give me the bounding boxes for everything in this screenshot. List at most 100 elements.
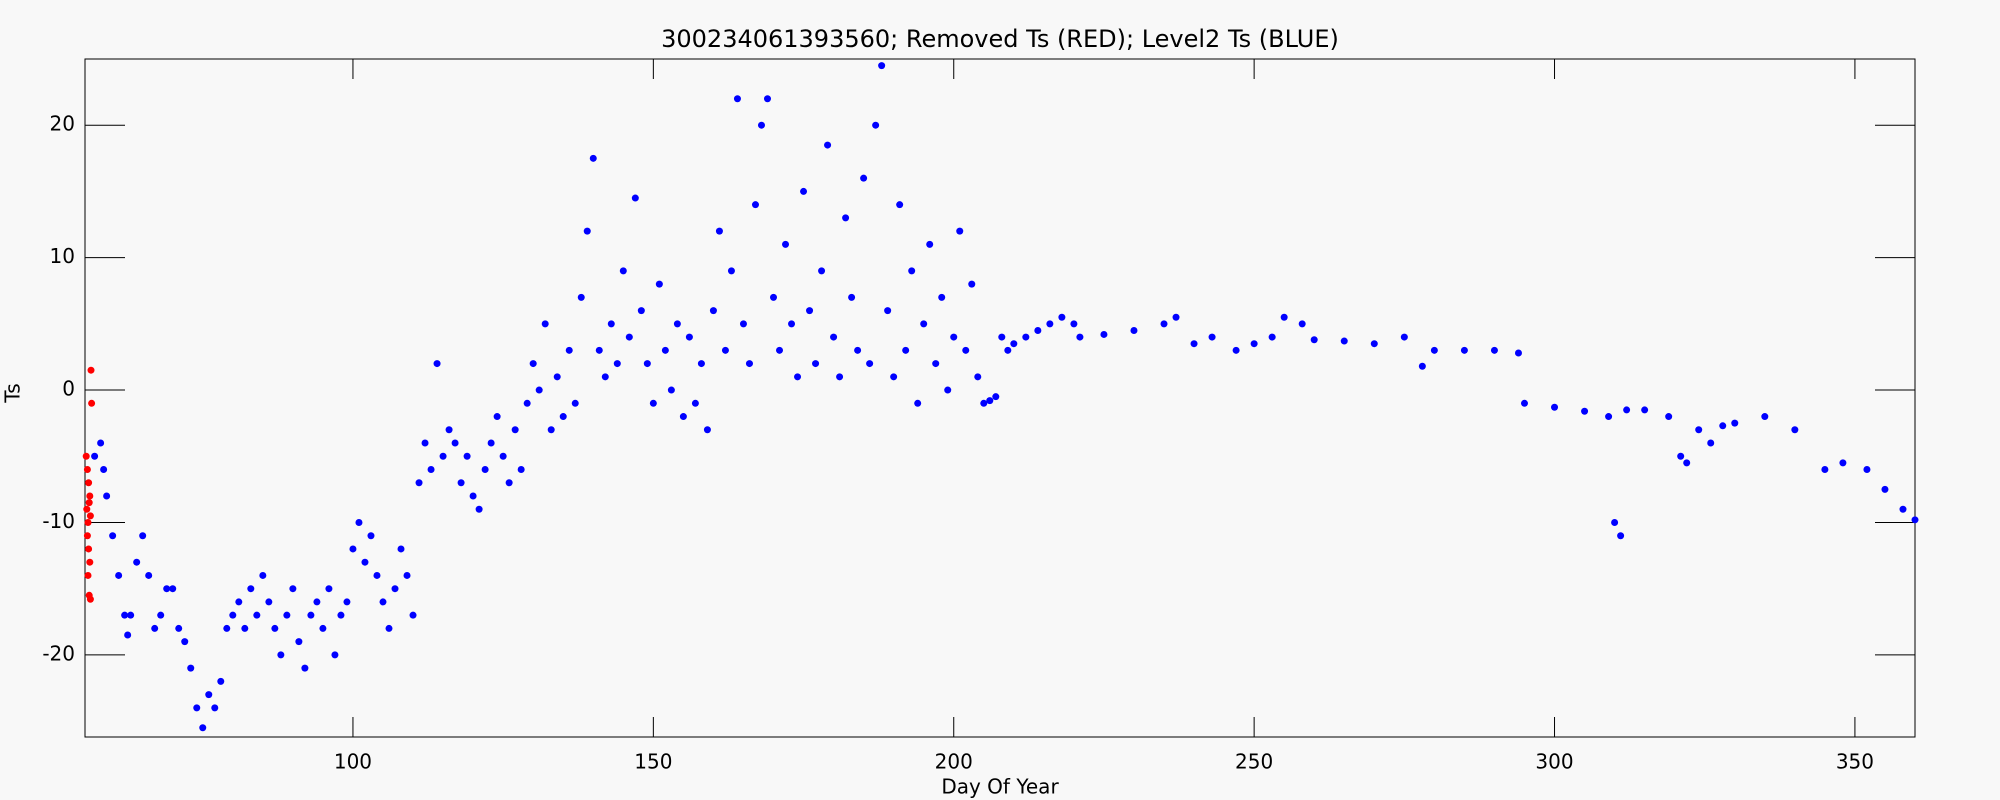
point xyxy=(409,611,417,619)
point xyxy=(655,280,663,288)
point xyxy=(97,439,105,447)
point xyxy=(643,360,651,368)
x-tick-label: 250 xyxy=(1235,750,1273,774)
point xyxy=(86,595,94,603)
point xyxy=(836,373,844,381)
point xyxy=(1268,333,1276,341)
point xyxy=(325,585,333,593)
point xyxy=(992,393,1000,401)
point xyxy=(415,479,423,487)
point xyxy=(896,201,904,209)
point xyxy=(571,399,579,407)
point xyxy=(613,360,621,368)
point xyxy=(1280,313,1288,321)
point xyxy=(637,307,645,315)
point xyxy=(980,399,988,407)
point xyxy=(313,598,321,606)
point xyxy=(193,704,201,712)
point xyxy=(782,240,790,248)
point xyxy=(121,611,129,619)
point xyxy=(607,320,615,328)
y-tick-label: -20 xyxy=(42,641,75,665)
point xyxy=(337,611,345,619)
point xyxy=(1160,320,1168,328)
point xyxy=(589,154,597,162)
point xyxy=(890,373,898,381)
point xyxy=(1100,330,1108,338)
point xyxy=(884,307,892,315)
point xyxy=(421,439,429,447)
point xyxy=(1791,426,1799,434)
x-tick-label: 300 xyxy=(1535,750,1573,774)
y-tick-label: 10 xyxy=(50,244,75,268)
point xyxy=(1298,320,1306,328)
point xyxy=(854,346,862,354)
point xyxy=(355,518,363,526)
point xyxy=(83,532,91,540)
point xyxy=(1172,313,1180,321)
x-tick-label: 150 xyxy=(634,750,672,774)
point xyxy=(745,360,753,368)
point xyxy=(301,664,309,672)
point xyxy=(133,558,141,566)
point xyxy=(385,624,393,632)
point xyxy=(956,227,964,235)
point xyxy=(1010,340,1018,348)
point xyxy=(1677,452,1685,460)
point xyxy=(1761,413,1769,421)
point xyxy=(697,360,705,368)
point xyxy=(1430,346,1438,354)
point xyxy=(367,532,375,540)
point xyxy=(87,366,95,374)
point xyxy=(1190,340,1198,348)
point xyxy=(908,267,916,275)
point xyxy=(1370,340,1378,348)
point xyxy=(1821,466,1829,474)
point xyxy=(878,62,886,70)
point xyxy=(848,293,856,301)
point xyxy=(800,187,808,195)
point xyxy=(181,638,189,646)
point xyxy=(709,307,717,315)
chart-title: 300234061393560; Removed Ts (RED); Level… xyxy=(661,25,1339,53)
point xyxy=(86,512,94,520)
point xyxy=(962,346,970,354)
point xyxy=(553,373,561,381)
point xyxy=(902,346,910,354)
point xyxy=(124,631,132,639)
point xyxy=(481,466,489,474)
point xyxy=(703,426,711,434)
point xyxy=(661,346,669,354)
point xyxy=(84,518,92,526)
point xyxy=(379,598,387,606)
point xyxy=(1617,532,1625,540)
point xyxy=(788,320,796,328)
point xyxy=(1911,516,1919,524)
point xyxy=(1863,466,1871,474)
point xyxy=(998,333,1006,341)
point xyxy=(223,624,231,632)
point xyxy=(1899,505,1907,513)
point xyxy=(1250,340,1258,348)
point xyxy=(457,479,465,487)
point xyxy=(523,399,531,407)
y-tick-label: 0 xyxy=(62,377,75,401)
point xyxy=(559,413,567,421)
point xyxy=(139,532,147,540)
point xyxy=(1605,413,1613,421)
point xyxy=(100,466,108,474)
x-tick-label: 200 xyxy=(935,750,973,774)
point xyxy=(751,201,759,209)
point xyxy=(86,492,94,500)
point xyxy=(307,611,315,619)
point xyxy=(211,704,219,712)
point xyxy=(343,598,351,606)
point xyxy=(673,320,681,328)
plot-frame xyxy=(84,58,1916,738)
point xyxy=(625,333,633,341)
point xyxy=(85,499,93,507)
point xyxy=(1418,362,1426,370)
point xyxy=(253,611,261,619)
point xyxy=(103,492,111,500)
